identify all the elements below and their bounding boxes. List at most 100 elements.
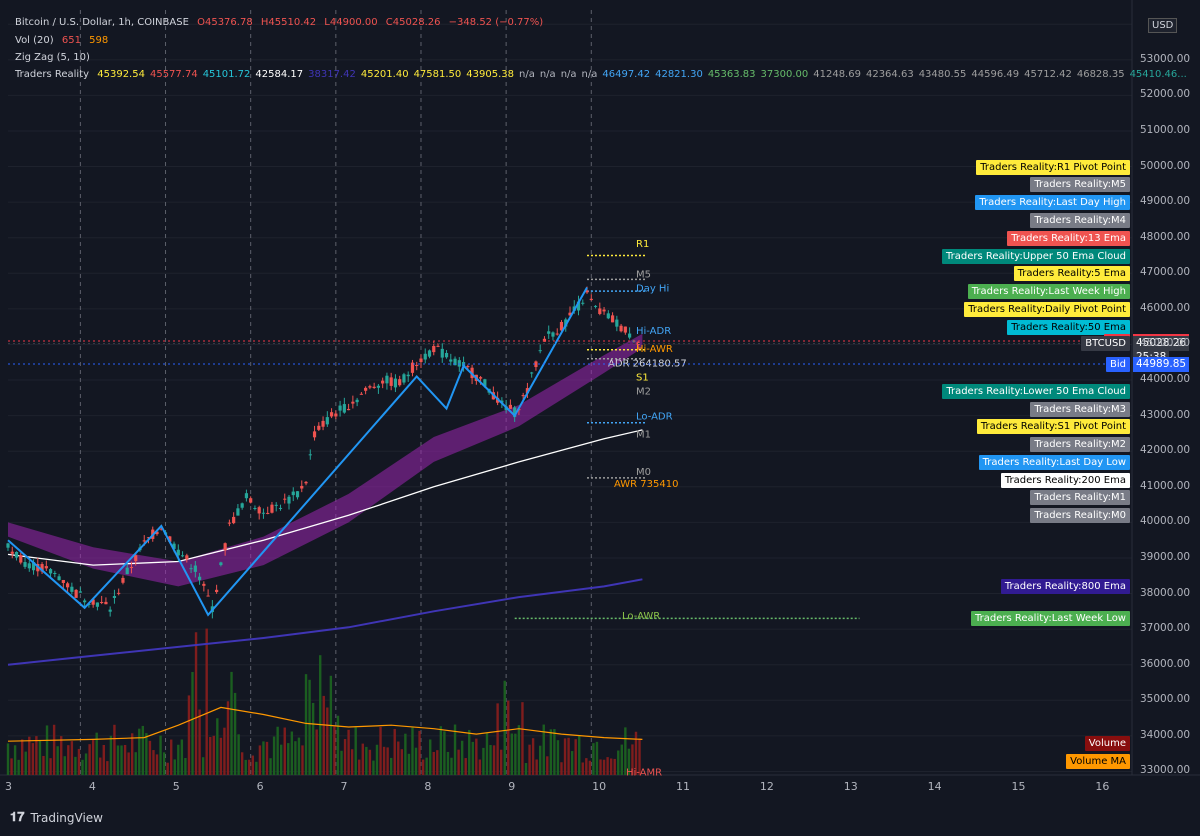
volume-bar	[436, 750, 439, 775]
volume-bar	[588, 760, 592, 775]
volume-bar	[155, 754, 159, 775]
candle-body	[321, 420, 325, 427]
indicator-badge[interactable]: Traders Reality:200 Ema	[1000, 472, 1130, 488]
volume-bar	[492, 745, 496, 775]
candle-body	[615, 319, 619, 327]
candle-body	[364, 387, 368, 391]
volume-bar	[322, 695, 325, 775]
candle-body	[576, 301, 581, 311]
tr-value: 46828.35	[1076, 69, 1125, 80]
tr-value: n/a	[560, 69, 577, 80]
annotation-label: Day Hi	[636, 284, 669, 295]
candle-body	[27, 563, 31, 569]
volume-bar	[350, 749, 354, 775]
candle-body	[555, 333, 559, 335]
indicator-badge[interactable]: Traders Reality:Last Day High	[975, 195, 1130, 211]
volume-bar	[585, 758, 588, 775]
indicator-badge[interactable]: Volume MA	[1066, 753, 1130, 769]
candle-body	[308, 454, 312, 456]
volume-bar	[521, 702, 524, 775]
volume-bar	[453, 724, 457, 775]
candle-body	[295, 491, 300, 498]
zigzag-indicator[interactable]: Zig Zag (5, 10)	[15, 51, 95, 65]
candle-body	[95, 602, 100, 607]
volume-bar	[95, 732, 98, 775]
volume-bar	[216, 718, 219, 775]
volume-bar	[191, 671, 194, 775]
candle-body	[628, 333, 632, 338]
candle-body	[125, 567, 129, 575]
volume-bar	[304, 674, 308, 775]
indicator-badge[interactable]: Traders Reality:R1 Pivot Point	[976, 159, 1130, 175]
indicator-badge[interactable]: Traders Reality:Upper 50 Ema Cloud	[942, 248, 1130, 264]
candle-body	[338, 405, 342, 411]
ema-200-line	[7, 429, 643, 566]
indicator-badge[interactable]: Traders Reality:M4	[1030, 212, 1130, 228]
volume-bar	[152, 750, 155, 775]
volume-bar	[63, 756, 66, 775]
indicator-badge[interactable]: Traders Reality:800 Ema	[1000, 579, 1130, 595]
candle-body	[466, 366, 470, 368]
y-tick-label: 51000.00	[1140, 123, 1191, 136]
vol-label: Vol (20)	[15, 35, 54, 46]
x-tick-label: 7	[340, 780, 348, 793]
volume-bar	[77, 748, 81, 775]
symbol-header: Bitcoin / U.S. Dollar, 1h, COINBASE O453…	[15, 16, 548, 30]
volume-bar	[223, 727, 226, 775]
footer[interactable]: 𝟏𝟕 TradingView	[10, 810, 103, 825]
candle-body	[23, 562, 27, 567]
candle-body	[538, 350, 542, 352]
candle-body	[389, 377, 393, 386]
indicator-badge[interactable]: Traders Reality:S1 Pivot Point	[976, 419, 1130, 435]
tr-value: 43480.55	[918, 69, 967, 80]
indicator-badge[interactable]: Traders Reality:M3	[1030, 401, 1130, 417]
volume-bar	[311, 702, 315, 775]
y-tick-label: 43000.00	[1140, 408, 1191, 421]
indicator-badge[interactable]: Traders Reality:Lower 50 Ema Cloud	[942, 383, 1130, 399]
tr-value: 45392.54	[97, 69, 145, 80]
x-tick-label: 11	[675, 780, 690, 793]
tr-value: 45712.42	[1024, 69, 1072, 80]
indicator-badge[interactable]: Traders Reality:50 Ema	[1007, 319, 1130, 335]
indicator-badge[interactable]: Volume	[1084, 735, 1130, 751]
volume-bar	[382, 746, 386, 775]
indicator-badge[interactable]: Traders Reality:M2	[1030, 437, 1130, 453]
volume-bar	[535, 759, 538, 775]
indicator-badge[interactable]: Traders Reality:M1	[1030, 490, 1130, 506]
candle-body	[121, 577, 125, 583]
indicator-badge[interactable]: Traders Reality:M5	[1030, 177, 1130, 193]
indicator-badge[interactable]: Traders Reality:5 Ema	[1013, 266, 1130, 282]
volume-bar	[141, 725, 145, 775]
candle-body	[168, 536, 172, 542]
annotation-label: M2	[636, 387, 651, 398]
volume-bar	[81, 759, 84, 775]
volume-bar	[531, 738, 535, 775]
volume-bar	[421, 759, 425, 775]
tr-value: 47581.50	[413, 69, 462, 80]
indicator-badge[interactable]: Traders Reality:Daily Pivot Point	[964, 301, 1130, 317]
volume-bar	[258, 745, 262, 775]
volume-bar	[393, 728, 396, 775]
candle-body	[53, 573, 57, 575]
volume-bar	[517, 725, 521, 775]
y-tick-label: 53000.00	[1140, 52, 1191, 65]
traders-reality-indicator[interactable]: Traders Reality 45392.54 45577.74 45101.72…	[15, 68, 1192, 82]
candle-body	[619, 325, 623, 332]
vol-indicator[interactable]: Vol (20) 651 598	[15, 34, 113, 48]
indicator-badge[interactable]: Traders Reality:Last Week High	[967, 284, 1130, 300]
indicator-badge[interactable]: Traders Reality:Last Day Low	[978, 454, 1130, 470]
candle-body	[61, 579, 65, 583]
volume-bar	[10, 758, 13, 775]
indicator-badge[interactable]: Traders Reality:13 Ema	[1007, 230, 1130, 246]
indicator-badge[interactable]: Traders Reality:M0	[1030, 508, 1130, 524]
ohlc-change: −348.52 (−0.77%)	[448, 17, 544, 28]
indicator-badge[interactable]: Traders Reality:Last Week Low	[971, 611, 1130, 627]
currency-label[interactable]: USD	[1148, 18, 1178, 33]
price-tag-value: 45028.26	[1133, 336, 1190, 352]
volume-bar	[123, 744, 127, 775]
candle-body	[478, 377, 483, 379]
annotation-label: S1	[636, 372, 649, 383]
candle-body	[500, 400, 504, 403]
